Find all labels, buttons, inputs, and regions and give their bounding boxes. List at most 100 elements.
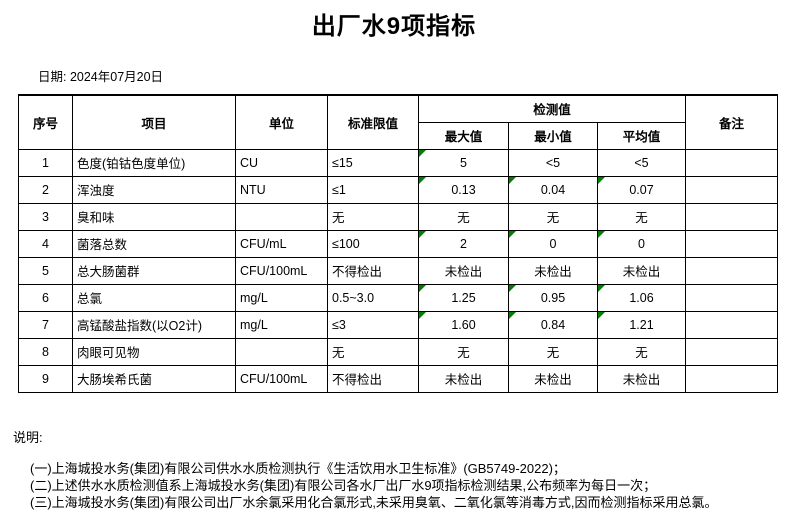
min-value-cell: 未检出 <box>508 364 598 393</box>
remark-cell <box>685 283 779 312</box>
item-cell: 大肠埃希氏菌 <box>72 364 236 393</box>
excel-flag-icon <box>509 231 516 238</box>
max-value-cell: 1.25 <box>418 283 509 312</box>
header-detection: 检测值 <box>417 94 687 123</box>
limit-cell: 无 <box>327 202 419 231</box>
max-value-cell: 0.13 <box>418 175 509 204</box>
table-row: 4 菌落总数 CFU/mL ≤100 2 0 0 <box>18 229 779 258</box>
row-index-cell: 6 <box>18 283 73 312</box>
table-row: 2 浑浊度 NTU ≤1 0.13 0.04 0.07 <box>18 175 779 204</box>
header-min: 最小值 <box>508 121 598 150</box>
min-value-cell: 0.95 <box>508 283 598 312</box>
min-value-cell: <5 <box>508 148 598 177</box>
header-remark: 备注 <box>685 94 779 150</box>
row-index-cell: 1 <box>18 148 73 177</box>
min-value-cell: 未检出 <box>508 256 598 285</box>
remark-cell <box>685 364 779 393</box>
header-index: 序号 <box>18 94 73 150</box>
header-avg: 平均值 <box>596 121 687 150</box>
excel-flag-icon <box>598 285 605 292</box>
excel-flag-icon <box>509 177 516 184</box>
table-row: 7 高锰酸盐指数(以O2计) mg/L ≤3 1.60 0.84 1.21 <box>18 310 779 339</box>
remark-cell <box>685 175 779 204</box>
unit-cell <box>235 202 328 231</box>
header-max: 最大值 <box>418 121 509 150</box>
unit-cell: CFU/100mL <box>235 364 328 393</box>
remark-cell <box>685 256 779 285</box>
table-row: 6 总氯 mg/L 0.5~3.0 1.25 0.95 1.06 <box>18 283 779 312</box>
limit-cell: ≤1 <box>327 175 419 204</box>
limit-cell: 0.5~3.0 <box>327 283 419 312</box>
min-value-cell: 0.84 <box>508 310 598 339</box>
excel-flag-icon <box>509 312 516 319</box>
item-cell: 菌落总数 <box>72 229 236 258</box>
remark-cell <box>685 337 779 366</box>
row-index-cell: 8 <box>18 337 73 366</box>
item-cell: 高锰酸盐指数(以O2计) <box>72 310 236 339</box>
avg-value-cell: 1.21 <box>596 310 687 339</box>
table-header-row-1: 序号 项目 单位 标准限值 检测值 备注 <box>18 94 779 150</box>
unit-cell: NTU <box>235 175 328 204</box>
min-value-cell: 0 <box>508 229 598 258</box>
limit-cell: ≤15 <box>327 148 419 177</box>
header-item: 项目 <box>72 94 236 150</box>
max-value-cell: 5 <box>418 148 509 177</box>
remark-cell <box>685 148 779 177</box>
row-index-cell: 5 <box>18 256 73 285</box>
table-row: 3 臭和味无无无无 <box>18 202 779 231</box>
note-item: (三)上海城投水务(集团)有限公司出厂水余氯采用化合氯形式,未采用臭氧、二氧化氯… <box>30 494 718 510</box>
excel-flag-icon <box>419 177 426 184</box>
note-item: (二)上述供水水质检测值系上海城投水务(集团)有限公司各水厂出厂水9项指标检测结… <box>30 477 657 493</box>
min-value-cell: 无 <box>508 337 598 366</box>
excel-flag-icon <box>419 231 426 238</box>
unit-cell: CFU/100mL <box>235 256 328 285</box>
avg-value-cell: 1.06 <box>596 283 687 312</box>
header-limit: 标准限值 <box>327 94 419 150</box>
table-body: 1 色度(铂钴色度单位) CU ≤15 5 <5 <5 2 浑浊度 NTU ≤1 0.13 0.04 0.… <box>18 148 779 393</box>
max-value-cell: 未检出 <box>418 256 509 285</box>
avg-value-cell: <5 <box>596 148 687 177</box>
header-unit: 单位 <box>235 94 328 150</box>
avg-value-cell: 0.07 <box>596 175 687 204</box>
avg-value-cell: 0 <box>596 229 687 258</box>
min-value-cell: 0.04 <box>508 175 598 204</box>
max-value-cell: 无 <box>418 202 509 231</box>
row-index-cell: 9 <box>18 364 73 393</box>
max-value-cell: 无 <box>418 337 509 366</box>
avg-value-cell: 未检出 <box>596 364 687 393</box>
date-label: 日期: 2024年07月20日 <box>38 70 164 84</box>
row-index-cell: 7 <box>18 310 73 339</box>
excel-flag-icon <box>509 285 516 292</box>
unit-cell: CU <box>235 148 328 177</box>
remark-cell <box>685 310 779 339</box>
note-item: (一)上海城投水务(集团)有限公司供水水质检测执行《生活饮用水卫生标准》(GB5… <box>30 460 566 476</box>
unit-cell: CFU/mL <box>235 229 328 258</box>
avg-value-cell: 未检出 <box>596 256 687 285</box>
row-index-cell: 3 <box>18 202 73 231</box>
item-cell: 色度(铂钴色度单位) <box>72 148 236 177</box>
item-cell: 浑浊度 <box>72 175 236 204</box>
avg-value-cell: 无 <box>596 337 687 366</box>
excel-flag-icon <box>419 312 426 319</box>
unit-cell: mg/L <box>235 283 328 312</box>
limit-cell: 无 <box>327 337 419 366</box>
max-value-cell: 未检出 <box>418 364 509 393</box>
limit-cell: ≤3 <box>327 310 419 339</box>
table-header-row-2: 最大值 最小值 平均值 <box>19 121 778 150</box>
avg-value-cell: 无 <box>596 202 687 231</box>
max-value-cell: 1.60 <box>418 310 509 339</box>
limit-cell: 不得检出 <box>327 256 419 285</box>
min-value-cell: 无 <box>508 202 598 231</box>
excel-flag-icon <box>598 177 605 184</box>
notes-section: 说明: (一)上海城投水务(集团)有限公司供水水质检测执行《生活饮用水卫生标准》… <box>13 427 788 511</box>
item-cell: 肉眼可见物 <box>72 337 236 366</box>
item-cell: 臭和味 <box>72 202 236 231</box>
table-header: 序号 项目 单位 标准限值 检测值 备注 最大值 最小值 平均值 <box>18 94 779 150</box>
table-row: 8 肉眼可见物无无无无 <box>18 337 779 366</box>
indicators-table: 序号 项目 单位 标准限值 检测值 备注 最大值 最小值 平均值 1 色度(铂钴色… <box>18 94 779 393</box>
unit-cell: mg/L <box>235 310 328 339</box>
excel-flag-icon <box>598 231 605 238</box>
excel-flag-icon <box>419 150 426 157</box>
item-cell: 总氯 <box>72 283 236 312</box>
